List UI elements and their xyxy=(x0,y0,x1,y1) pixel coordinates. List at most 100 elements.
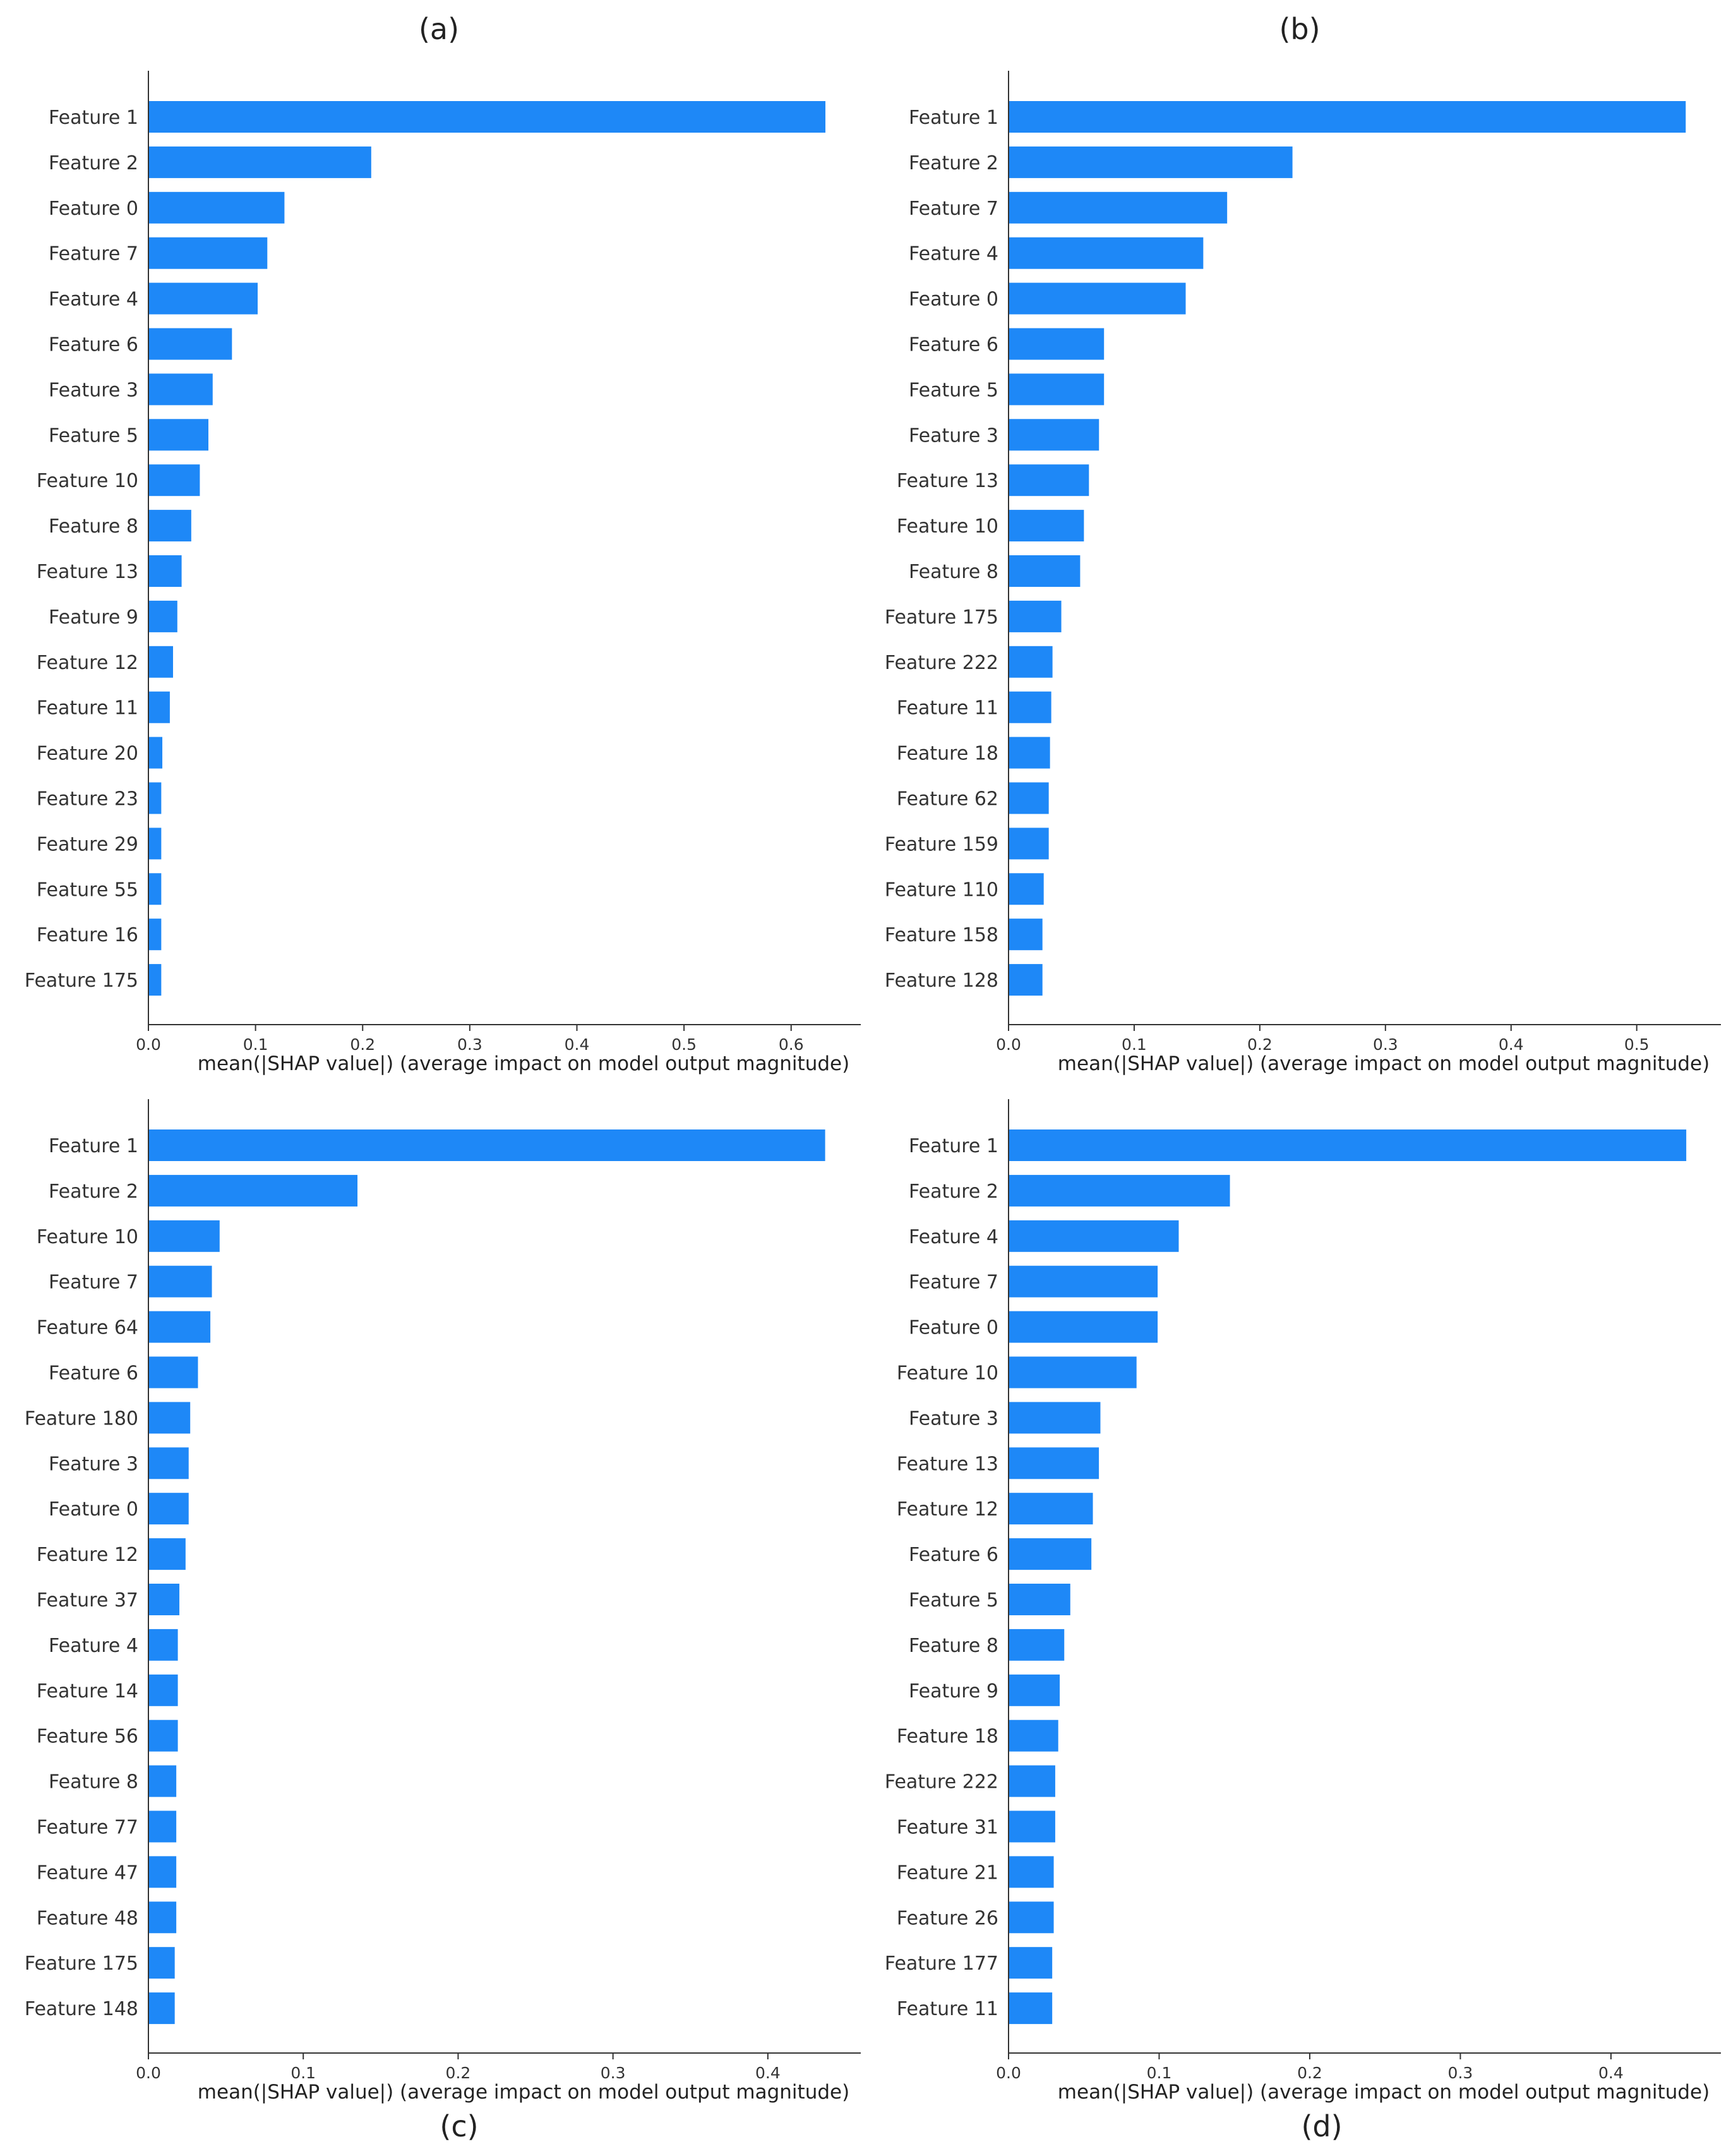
bar xyxy=(1009,737,1050,769)
bar xyxy=(148,282,258,315)
bar xyxy=(1009,1810,1055,1843)
category-label: Feature 10 xyxy=(37,470,138,492)
category-label: Feature 4 xyxy=(909,243,998,265)
bar xyxy=(148,1810,177,1843)
bar xyxy=(148,1174,358,1207)
category-label: Feature 1 xyxy=(909,107,998,129)
category-label: Feature 222 xyxy=(885,652,998,674)
bar xyxy=(1009,1402,1101,1434)
category-label: Feature 31 xyxy=(897,1817,998,1839)
bar xyxy=(1009,191,1228,224)
x-tick-label: 0.1 xyxy=(290,2064,316,2082)
category-label: Feature 18 xyxy=(897,743,998,765)
x-tick-label: 0.3 xyxy=(457,1035,482,1054)
bar xyxy=(148,555,182,587)
category-label: Feature 4 xyxy=(49,289,138,311)
bar xyxy=(1009,146,1293,178)
x-axis-label: mean(|SHAP value|) (average impact on mo… xyxy=(198,1052,849,1075)
category-label: Feature 158 xyxy=(885,924,998,946)
category-label: Feature 18 xyxy=(897,1726,998,1748)
category-label: Feature 6 xyxy=(49,334,138,356)
category-label: Feature 48 xyxy=(37,1907,138,1929)
bar xyxy=(1009,237,1204,269)
x-tick-label: 0.0 xyxy=(136,1035,161,1054)
bar xyxy=(148,1992,175,2025)
category-label: Feature 110 xyxy=(885,879,998,901)
bar xyxy=(148,828,162,860)
bar xyxy=(148,191,285,224)
category-label: Feature 20 xyxy=(37,743,138,765)
bar xyxy=(148,328,232,360)
category-label: Feature 12 xyxy=(37,1544,138,1566)
bar xyxy=(148,419,208,451)
category-label: Feature 9 xyxy=(49,606,138,629)
category-label: Feature 175 xyxy=(885,606,998,629)
bar xyxy=(148,1901,177,1934)
bar xyxy=(148,1856,177,1888)
category-label: Feature 0 xyxy=(49,198,138,220)
category-label: Feature 128 xyxy=(885,970,998,992)
bar xyxy=(1009,600,1062,632)
bar xyxy=(1009,646,1053,678)
category-label: Feature 11 xyxy=(897,1998,998,2020)
x-tick-label: 0.1 xyxy=(243,1035,268,1054)
x-tick-label: 0.5 xyxy=(1624,1035,1650,1054)
bar xyxy=(1009,1447,1099,1479)
x-tick-label: 0.0 xyxy=(996,1035,1021,1054)
x-tick-label: 0.2 xyxy=(446,2064,471,2082)
x-axis-label: mean(|SHAP value|) (average impact on mo… xyxy=(198,2081,849,2104)
category-label: Feature 5 xyxy=(909,379,998,401)
bar xyxy=(1009,964,1043,996)
bar xyxy=(1009,1719,1058,1752)
x-axis-label: mean(|SHAP value|) (average impact on mo… xyxy=(1058,1052,1710,1075)
x-tick-label: 0.3 xyxy=(601,2064,626,2082)
category-label: Feature 29 xyxy=(37,833,138,855)
category-label: Feature 5 xyxy=(909,1589,998,1611)
category-label: Feature 6 xyxy=(909,1544,998,1566)
category-label: Feature 13 xyxy=(37,561,138,583)
bar xyxy=(1009,1129,1687,1161)
bar xyxy=(148,646,174,678)
bar xyxy=(148,873,162,905)
bar xyxy=(1009,782,1049,814)
bar xyxy=(1009,918,1043,951)
bar xyxy=(1009,1947,1053,1979)
bar xyxy=(148,1538,186,1570)
bar xyxy=(1009,1220,1179,1252)
category-label: Feature 8 xyxy=(909,1635,998,1657)
category-label: Feature 12 xyxy=(37,652,138,674)
bar xyxy=(1009,510,1084,542)
category-label: Feature 3 xyxy=(49,1453,138,1475)
bar xyxy=(148,373,213,406)
category-label: Feature 2 xyxy=(909,1181,998,1203)
bar xyxy=(1009,1265,1158,1298)
bar xyxy=(148,1674,178,1706)
category-label: Feature 37 xyxy=(37,1589,138,1611)
bar xyxy=(148,1629,178,1661)
bar xyxy=(1009,1538,1092,1570)
category-label: Feature 7 xyxy=(49,243,138,265)
bar xyxy=(1009,1765,1055,1797)
shap-panel-d: (d) Feature 1 Feature 2 Feature 4 Feature 7 F… xyxy=(885,1099,1721,2143)
bar xyxy=(148,1356,198,1388)
bar xyxy=(1009,373,1105,406)
x-tick-label: 0.4 xyxy=(755,2064,781,2082)
category-label: Feature 14 xyxy=(37,1680,138,1702)
category-label: Feature 10 xyxy=(37,1226,138,1248)
bar xyxy=(1009,101,1686,133)
category-label: Feature 4 xyxy=(909,1226,998,1248)
bar xyxy=(148,600,177,632)
bar xyxy=(1009,828,1049,860)
category-label: Feature 21 xyxy=(897,1862,998,1884)
category-label: Feature 55 xyxy=(37,879,138,901)
bar xyxy=(148,1129,825,1161)
x-tick-label: 0.4 xyxy=(565,1035,590,1054)
bar xyxy=(148,918,162,951)
bar xyxy=(148,510,191,542)
category-label: Feature 175 xyxy=(25,970,138,992)
bar xyxy=(1009,1856,1054,1888)
bar xyxy=(1009,282,1186,315)
category-label: Feature 62 xyxy=(897,788,998,810)
bar xyxy=(148,782,162,814)
bar xyxy=(148,1402,191,1434)
